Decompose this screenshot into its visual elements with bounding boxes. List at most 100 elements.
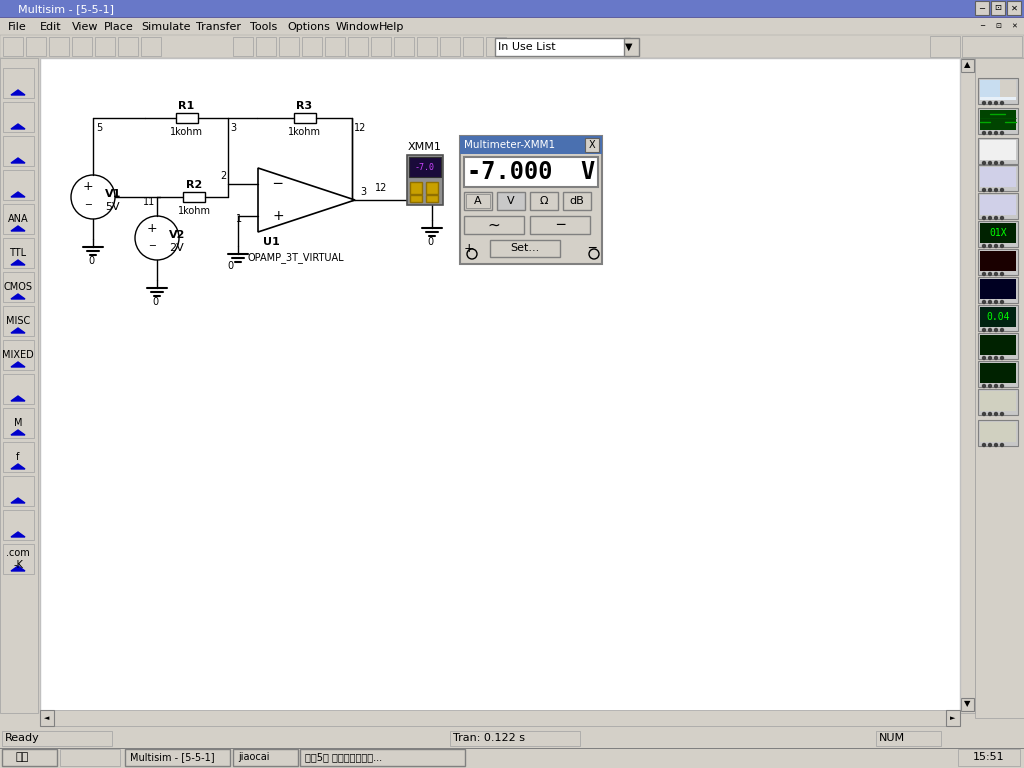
Text: 0.04: 0.04 — [986, 312, 1010, 322]
Bar — [407, 155, 443, 205]
Polygon shape — [11, 90, 25, 95]
Circle shape — [988, 443, 991, 446]
Text: 1kohm: 1kohm — [170, 127, 203, 137]
Bar — [2, 731, 112, 746]
Bar — [3, 408, 34, 438]
Text: Options: Options — [287, 22, 330, 32]
Bar — [530, 192, 558, 210]
Bar — [3, 37, 23, 56]
Text: ▼: ▼ — [964, 700, 971, 709]
Bar — [60, 749, 120, 766]
Bar — [3, 170, 34, 200]
Bar — [978, 78, 1018, 104]
Bar — [961, 58, 975, 713]
Bar — [3, 510, 34, 540]
Bar — [40, 710, 961, 726]
Text: 1kohm: 1kohm — [177, 206, 211, 216]
Text: V2: V2 — [169, 230, 185, 240]
Bar — [978, 361, 1018, 387]
Bar — [3, 204, 34, 234]
Bar — [410, 195, 422, 202]
Text: U1: U1 — [263, 237, 280, 247]
Bar — [300, 749, 465, 766]
Text: +: + — [273, 209, 285, 223]
Bar — [980, 279, 1016, 299]
Circle shape — [994, 131, 997, 134]
Bar — [0, 748, 1024, 749]
Text: V1: V1 — [105, 189, 122, 199]
Circle shape — [982, 188, 985, 191]
Text: ─: ─ — [588, 241, 596, 254]
Text: 5V: 5V — [105, 202, 120, 212]
Bar — [958, 749, 1020, 766]
Polygon shape — [11, 260, 25, 265]
Bar — [440, 37, 460, 56]
Circle shape — [988, 161, 991, 164]
Polygon shape — [11, 362, 25, 367]
Circle shape — [1000, 217, 1004, 220]
Bar — [1007, 19, 1021, 33]
Bar — [141, 37, 161, 56]
Bar — [1007, 1, 1021, 15]
Text: 2V: 2V — [169, 243, 183, 253]
Text: ▼: ▼ — [626, 42, 633, 52]
Text: ─: ─ — [556, 218, 564, 232]
Circle shape — [994, 161, 997, 164]
Text: jiaocai: jiaocai — [238, 752, 269, 762]
Text: 2: 2 — [220, 171, 226, 181]
Bar — [325, 37, 345, 56]
Text: 开始: 开始 — [15, 752, 29, 762]
Text: In Use List: In Use List — [498, 42, 556, 52]
Text: 11: 11 — [143, 197, 156, 207]
Bar — [118, 37, 138, 56]
Bar — [0, 58, 38, 713]
Circle shape — [1000, 273, 1004, 276]
Text: ─: ─ — [85, 200, 91, 210]
Text: 0: 0 — [427, 237, 433, 247]
Text: +: + — [464, 241, 475, 254]
Text: ANA: ANA — [8, 214, 29, 224]
Text: Set...: Set... — [510, 243, 540, 253]
Text: ✕: ✕ — [1011, 23, 1017, 29]
Text: Multimeter-XMM1: Multimeter-XMM1 — [464, 140, 555, 150]
Text: ~: ~ — [487, 217, 501, 233]
Bar — [563, 192, 591, 210]
Text: 1kohm: 1kohm — [288, 127, 321, 137]
Text: 0: 0 — [88, 256, 94, 266]
Circle shape — [982, 356, 985, 359]
Bar — [980, 363, 1016, 383]
Circle shape — [1000, 443, 1004, 446]
Text: ─: ─ — [273, 177, 282, 191]
Bar — [3, 306, 34, 336]
Bar — [980, 422, 1016, 442]
Bar — [946, 710, 961, 726]
Bar — [1000, 80, 1016, 97]
Circle shape — [988, 329, 991, 332]
Circle shape — [1000, 356, 1004, 359]
Bar — [49, 37, 69, 56]
Text: +: + — [146, 221, 158, 234]
Circle shape — [1000, 385, 1004, 388]
Text: NUM: NUM — [879, 733, 905, 743]
Bar — [460, 136, 602, 154]
Bar — [40, 710, 54, 726]
Circle shape — [988, 300, 991, 303]
Bar — [0, 0, 1024, 18]
Text: Tools: Tools — [250, 22, 276, 32]
Bar — [495, 38, 630, 56]
Polygon shape — [11, 396, 25, 401]
Bar — [26, 37, 46, 56]
Circle shape — [994, 273, 997, 276]
Text: View: View — [72, 22, 98, 32]
Bar — [463, 37, 483, 56]
Bar — [991, 1, 1005, 15]
Polygon shape — [11, 532, 25, 537]
Circle shape — [994, 385, 997, 388]
Bar — [40, 58, 961, 713]
Bar — [978, 305, 1018, 331]
Circle shape — [1000, 329, 1004, 332]
Circle shape — [994, 412, 997, 415]
Circle shape — [1000, 131, 1004, 134]
Bar — [0, 748, 1024, 768]
Bar — [426, 182, 438, 194]
